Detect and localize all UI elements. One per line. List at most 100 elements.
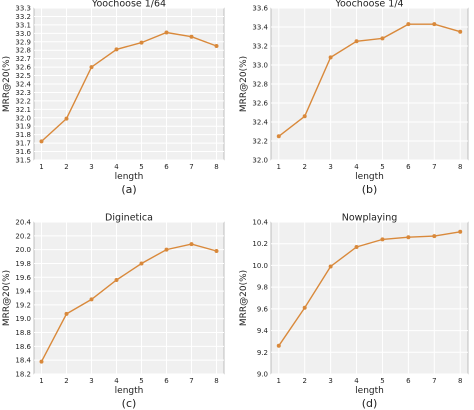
x-tick-label: 5 [380, 163, 384, 171]
y-tick-label: 20.4 [15, 219, 31, 227]
gridlines [34, 221, 224, 375]
y-tick-label: 9.0 [257, 371, 268, 379]
x-tick-label: 5 [380, 377, 384, 385]
x-tick-label: 1 [39, 377, 43, 385]
y-tick-label: 32.6 [252, 100, 268, 108]
x-tick-label: 6 [406, 163, 411, 171]
x-tick-labels: 1 2 3 4 5 6 7 8 [39, 163, 218, 171]
x-tick-label: 4 [114, 377, 119, 385]
data-point [276, 343, 281, 348]
y-tick-label: 33.3 [15, 5, 31, 13]
panel-caption: (a) [121, 183, 136, 196]
data-points [39, 30, 219, 144]
x-tick-label: 1 [39, 163, 43, 171]
chart-title: Nowplaying [342, 213, 398, 224]
y-tick-label: 32.3 [15, 89, 31, 97]
y-tick-label: 9.8 [257, 284, 268, 292]
y-tick-label: 33.1 [15, 21, 31, 29]
x-tick-label: 1 [277, 377, 281, 385]
data-point [114, 278, 119, 283]
x-tick-label: 3 [328, 377, 332, 385]
data-point [354, 39, 359, 44]
y-tick-labels: 9.0 9.2 9.4 9.6 9.8 10.0 10.2 10.4 [252, 219, 268, 379]
y-tick-label: 19.0 [15, 315, 31, 323]
x-tick-labels: 1 2 3 4 5 6 7 8 [277, 163, 463, 171]
x-tick-labels: 1 2 3 4 5 6 7 8 [39, 377, 218, 385]
x-tick-label: 7 [189, 377, 193, 385]
data-point [406, 235, 411, 240]
x-tick-label: 5 [139, 163, 143, 171]
y-tick-label: 32.1 [15, 106, 31, 114]
y-tick-label: 32.4 [252, 119, 268, 127]
x-tick-label: 4 [114, 163, 119, 171]
panel-caption: (c) [122, 397, 137, 410]
data-point [458, 229, 463, 234]
panel-caption: (d) [362, 397, 378, 410]
x-tick-labels: 1 2 3 4 5 6 7 8 [277, 377, 463, 385]
chart-title: Yoochoose 1/4 [334, 0, 403, 10]
y-tick-label: 32.2 [15, 97, 31, 105]
y-tick-label: 19.6 [15, 274, 31, 282]
y-tick-label: 18.2 [15, 371, 31, 379]
data-point [39, 359, 44, 364]
x-tick-label: 2 [302, 377, 306, 385]
y-tick-label: 32.6 [15, 64, 31, 72]
y-tick-label: 32.4 [15, 81, 31, 89]
data-points [276, 229, 463, 348]
data-point [114, 47, 119, 52]
y-axis-label: MRR@20(%) [2, 56, 12, 112]
x-tick-label: 4 [354, 163, 359, 171]
data-point [39, 139, 44, 144]
x-axis-label: length [115, 386, 144, 396]
y-tick-label: 9.6 [257, 305, 269, 313]
data-point [458, 29, 463, 34]
y-tick-label: 32.0 [252, 157, 268, 165]
data-point [354, 244, 359, 249]
chart-title: Yoochoose 1/64 [91, 0, 166, 10]
y-tick-label: 32.9 [15, 38, 31, 46]
data-point [328, 264, 333, 269]
y-tick-label: 31.7 [15, 140, 31, 148]
x-tick-label: 3 [89, 377, 93, 385]
plot-area [270, 221, 469, 375]
y-tick-labels: 31.531.631.731.831.932.032.132.232.332.4… [15, 5, 31, 165]
data-points [39, 242, 219, 364]
data-point [164, 247, 169, 252]
gridlines [34, 7, 224, 161]
x-axis-label: length [115, 172, 144, 182]
chart-title: Diginetica [105, 213, 153, 224]
y-tick-label: 9.4 [257, 327, 269, 335]
y-tick-label: 33.2 [252, 43, 268, 51]
y-tick-label: 19.2 [15, 301, 31, 309]
y-tick-label: 32.0 [15, 114, 31, 122]
data-point [164, 30, 169, 35]
y-tick-label: 19.4 [15, 288, 31, 296]
x-tick-label: 6 [164, 163, 169, 171]
panel-c: 18.2 18.4 18.6 18.8 19.0 19.2 19.4 19.6 19.8 20.0… [2, 213, 225, 410]
y-tick-label: 31.8 [15, 131, 31, 139]
data-point [214, 249, 219, 254]
y-tick-label: 33.0 [252, 62, 268, 70]
y-tick-label: 10.4 [252, 219, 268, 227]
x-tick-label: 3 [328, 163, 332, 171]
y-tick-label: 18.4 [15, 357, 31, 365]
x-axis-label: length [355, 172, 384, 182]
y-tick-label: 18.6 [15, 343, 31, 351]
data-point [64, 311, 69, 316]
panel-a: 31.531.631.731.831.932.032.132.232.332.4… [2, 0, 225, 196]
y-tick-label: 31.9 [15, 123, 31, 131]
y-tick-label: 20.2 [15, 232, 31, 240]
y-axis-label: MRR@20(%) [2, 270, 12, 326]
data-point [189, 242, 194, 247]
data-point [302, 114, 307, 119]
y-tick-label: 20.0 [15, 246, 31, 254]
x-tick-label: 3 [89, 163, 93, 171]
data-point [64, 116, 69, 121]
data-point [406, 22, 411, 27]
x-tick-label: 5 [139, 377, 143, 385]
x-tick-label: 2 [64, 377, 68, 385]
y-tick-label: 32.5 [15, 72, 31, 80]
y-tick-label: 32.8 [15, 47, 31, 55]
series-line [278, 231, 461, 347]
